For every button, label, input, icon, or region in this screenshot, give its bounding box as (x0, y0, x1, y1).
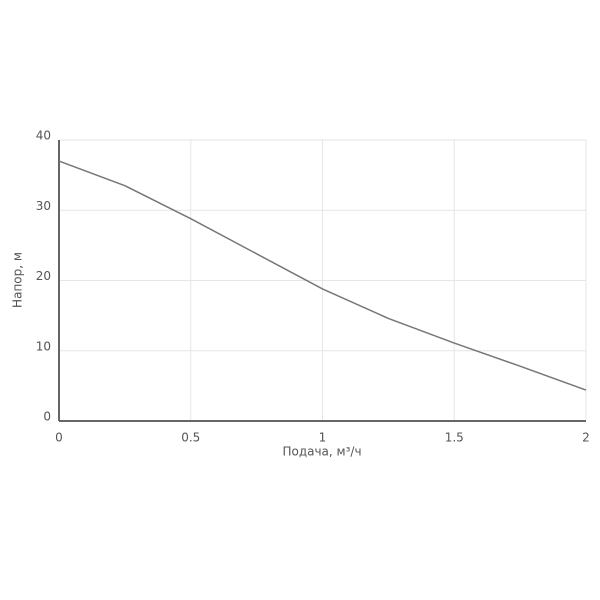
y-tick-label: 30 (36, 199, 51, 213)
y-tick-label: 10 (36, 339, 51, 353)
x-tick-label: 0.5 (181, 431, 200, 445)
y-axis-label: Напор, м (11, 252, 25, 308)
x-tick-label: 0 (55, 431, 63, 445)
x-tick-label: 1 (319, 431, 327, 445)
x-tick-label: 1.5 (445, 431, 464, 445)
y-tick-label: 0 (43, 410, 51, 424)
y-tick-label: 20 (36, 269, 51, 283)
x-tick-label: 2 (582, 431, 590, 445)
y-tick-label: 40 (36, 129, 51, 143)
x-axis-label: Подача, м³/ч (282, 445, 361, 459)
line (58, 160, 587, 391)
